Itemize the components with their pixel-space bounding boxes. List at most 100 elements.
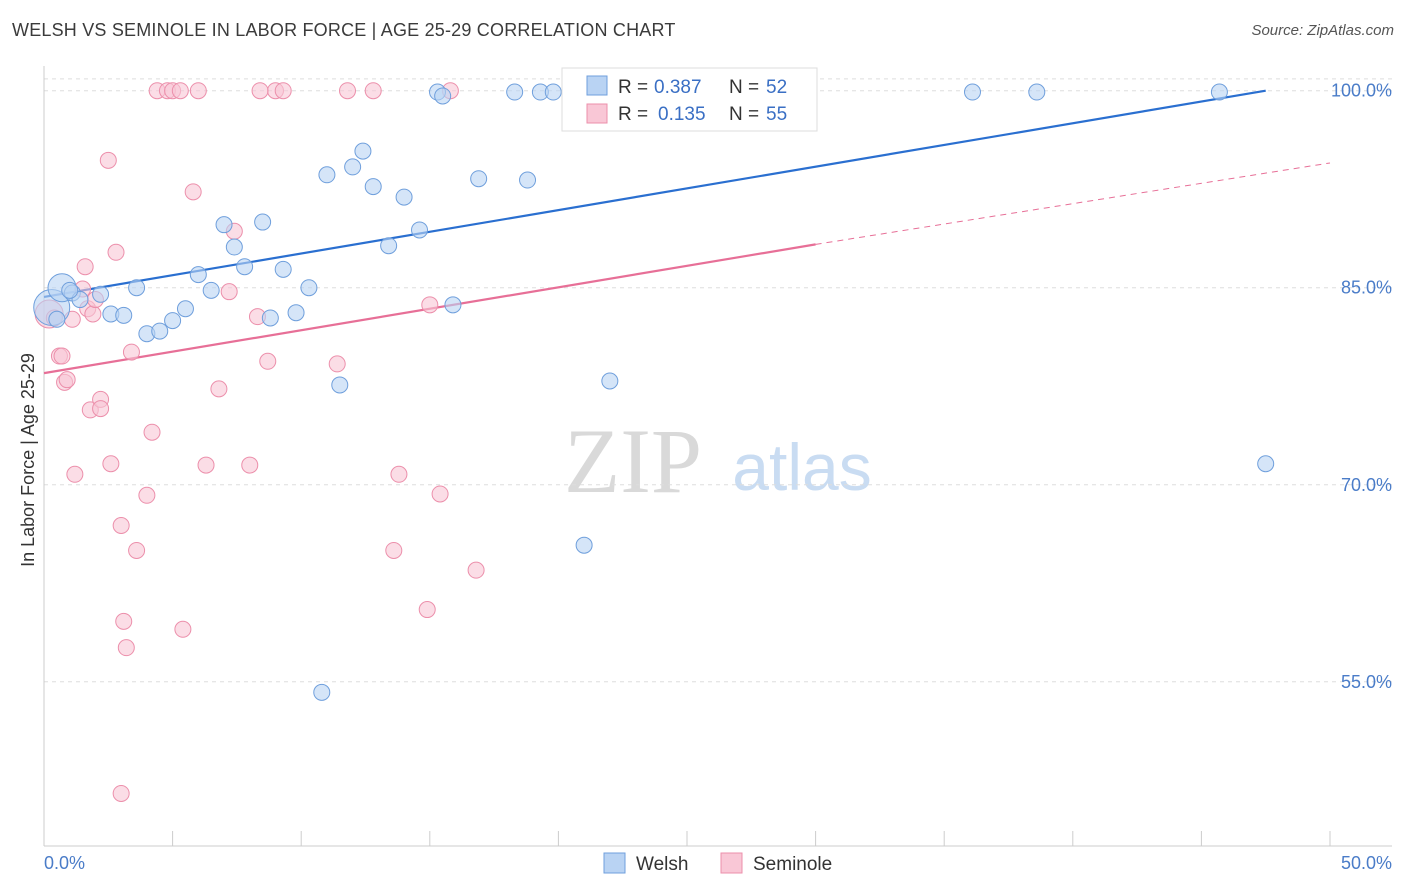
legend-n-value-seminole: 55 — [766, 104, 787, 125]
welsh-point — [300, 279, 318, 297]
welsh-point — [115, 306, 133, 324]
seminole-point — [92, 400, 110, 418]
seminole-point — [189, 82, 207, 100]
seminole-point — [418, 601, 436, 619]
seminole-point — [99, 151, 117, 169]
welsh-point — [151, 322, 169, 340]
seminole-point — [467, 561, 485, 579]
stats-legend: R = 0.387 N = 52 R = 0.135 N = 55 — [561, 67, 818, 132]
watermark-zip: ZIP — [564, 410, 702, 512]
seminole-point — [115, 612, 133, 630]
seminole-point — [122, 343, 140, 361]
seminole-point — [421, 296, 439, 314]
y-tick-label: 100.0% — [1331, 81, 1392, 101]
welsh-point — [444, 296, 462, 314]
seminole-point — [390, 465, 408, 483]
watermark-atlas: atlas — [732, 430, 871, 504]
seminole-point — [328, 355, 346, 373]
welsh-point — [313, 683, 331, 701]
welsh-point — [601, 372, 619, 390]
seminole-point — [431, 485, 449, 503]
welsh-point — [287, 304, 305, 322]
welsh-point — [202, 281, 220, 299]
welsh-point — [519, 171, 537, 189]
seminole-point — [107, 243, 125, 261]
welsh-point — [61, 281, 79, 299]
welsh-point — [331, 376, 349, 394]
seminole-point — [385, 541, 403, 559]
seminole-point — [66, 465, 84, 483]
seminole-point — [210, 380, 228, 398]
y-tick-labels: 55.0% 70.0% 85.0% 100.0% — [1331, 81, 1392, 692]
axes — [43, 66, 1392, 847]
welsh-point — [225, 238, 243, 256]
seminole-point — [174, 620, 192, 638]
x-tick-label: 50.0% — [1341, 853, 1392, 873]
welsh-point — [411, 221, 429, 239]
gridlines — [44, 78, 1392, 683]
seminole-point — [338, 82, 356, 100]
seminole-point — [197, 456, 215, 474]
y-tick-label: 85.0% — [1341, 278, 1392, 298]
y-axis-title: In Labor Force | Age 25-29 — [18, 353, 38, 567]
seminole-point — [53, 347, 71, 365]
welsh-point — [344, 158, 362, 176]
x-tick-labels: 0.0% 50.0% — [44, 853, 1392, 873]
welsh-point — [236, 258, 254, 276]
legend-r-value-welsh: 0.387 — [654, 77, 702, 98]
seminole-point — [259, 352, 277, 370]
welsh-point — [395, 188, 413, 206]
seminole-point — [112, 784, 130, 802]
welsh-point — [164, 312, 182, 330]
welsh-point — [176, 300, 194, 318]
welsh-point — [189, 266, 207, 284]
watermark: ZIP atlas — [564, 410, 872, 512]
seminole-point — [117, 639, 135, 657]
legend-r-label-welsh: R = — [618, 77, 648, 98]
seminole-point — [184, 183, 202, 201]
chart-title: WELSH VS SEMINOLE IN LABOR FORCE | AGE 2… — [12, 20, 676, 40]
seminole-point — [143, 423, 161, 441]
seminole-point — [76, 258, 94, 276]
welsh-point — [92, 285, 110, 303]
seminole-point — [251, 82, 269, 100]
welsh-point — [963, 83, 981, 101]
welsh-point — [318, 166, 336, 184]
series-legend: Welsh Seminole — [603, 852, 832, 875]
seminole-trend-extension — [815, 162, 1331, 245]
legend-swatch-seminole — [586, 103, 608, 124]
legend-n-label-seminole: N = — [729, 104, 759, 125]
legend-r-value-seminole: 0.135 — [658, 104, 706, 125]
legend-r-label-seminole: R = — [618, 104, 648, 125]
welsh-point — [1257, 455, 1275, 473]
bottom-legend-label-seminole: Seminole — [753, 854, 832, 875]
seminole-point — [102, 455, 120, 473]
legend-swatch-welsh — [586, 75, 608, 96]
y-tick-label: 55.0% — [1341, 672, 1392, 692]
seminole-point — [138, 486, 156, 504]
welsh-points — [33, 83, 1275, 701]
seminole-point — [274, 82, 292, 100]
legend-n-value-welsh: 52 — [766, 77, 787, 98]
welsh-point — [470, 170, 488, 188]
welsh-point — [434, 87, 452, 105]
welsh-point — [364, 178, 382, 196]
welsh-point — [544, 83, 562, 101]
welsh-point — [128, 279, 146, 297]
x-tick-label: 0.0% — [44, 853, 85, 873]
welsh-point — [48, 310, 66, 328]
bottom-legend-swatch-seminole — [720, 852, 743, 874]
chart-source: Source: ZipAtlas.com — [1251, 22, 1394, 39]
seminole-point — [364, 82, 382, 100]
welsh-point — [506, 83, 524, 101]
seminole-point — [128, 541, 146, 559]
seminole-point — [84, 305, 102, 323]
welsh-point — [261, 309, 279, 327]
seminole-point — [241, 456, 259, 474]
welsh-point — [380, 237, 398, 255]
seminole-point — [220, 283, 238, 301]
seminole-point — [112, 516, 130, 534]
bottom-legend-label-welsh: Welsh — [636, 854, 688, 875]
welsh-point — [215, 216, 233, 234]
